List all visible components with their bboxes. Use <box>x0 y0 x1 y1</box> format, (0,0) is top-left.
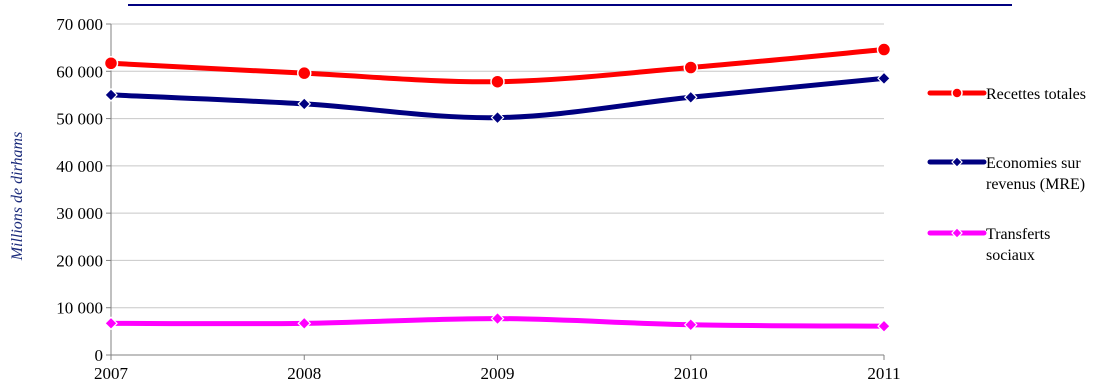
data-point <box>297 65 312 81</box>
data-point <box>297 97 312 111</box>
series-1 <box>103 42 892 89</box>
legend-label: Transferts <box>986 226 1050 243</box>
data-point <box>683 317 698 332</box>
legend-label: Recettes totales <box>986 86 1086 103</box>
data-point <box>490 311 505 326</box>
series-2 <box>104 71 891 125</box>
data-point <box>103 55 119 71</box>
x-tick-label: 2007 <box>94 364 129 383</box>
legend-group: Recettes totales Economies sur revenus (MR… <box>927 86 1086 264</box>
y-tick-label: 50 000 <box>56 110 103 129</box>
data-point <box>876 42 892 57</box>
x-tick-label: 2008 <box>287 364 321 383</box>
data-point <box>683 90 698 105</box>
x-tick-label: 2009 <box>481 364 515 383</box>
y-tick-label: 0 <box>95 346 104 365</box>
y-tick-label: 60 000 <box>56 62 103 81</box>
data-point <box>877 71 891 86</box>
data-point <box>951 87 963 99</box>
legend-label: sociaux <box>986 247 1035 264</box>
y-tick-label: 20 000 <box>56 251 103 270</box>
data-point <box>490 110 505 125</box>
legend-label: Economies sur <box>986 155 1081 172</box>
x-tick-label: 2010 <box>674 364 708 383</box>
data-point <box>951 227 963 239</box>
y-tick-label: 10 000 <box>56 299 103 318</box>
axes-group: 0 10 000 20 000 30 000 40 000 50 000 60 000 70 … <box>56 15 900 383</box>
data-point <box>951 156 963 168</box>
y-tick-label: 70 000 <box>56 15 103 34</box>
series-3 <box>104 311 891 334</box>
legend-label: revenus (MRE) <box>986 176 1085 193</box>
y-tick-label: 30 000 <box>56 204 103 223</box>
data-point <box>297 316 312 331</box>
data-point <box>490 74 505 89</box>
legend-item: Recettes totales <box>927 86 1086 103</box>
data-point <box>683 60 698 75</box>
x-tick-label: 2011 <box>867 364 900 383</box>
data-point <box>877 319 891 334</box>
data-point <box>104 316 118 331</box>
data-point <box>104 88 118 102</box>
y-tick-label: 40 000 <box>56 157 103 176</box>
y-axis-title: Millions de dirhams <box>9 132 26 262</box>
series-group <box>103 42 892 334</box>
legend-item: Economies sur revenus (MRE) <box>927 155 1085 193</box>
legend-item: Transferts sociaux <box>927 226 1050 264</box>
